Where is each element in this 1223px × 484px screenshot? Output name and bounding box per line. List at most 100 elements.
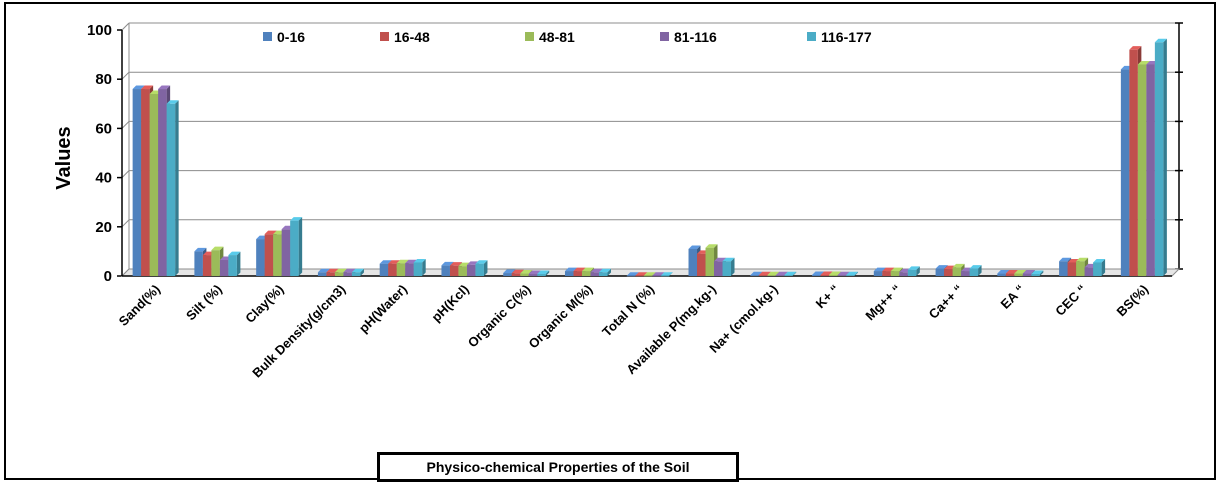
bar-front xyxy=(573,271,582,276)
bar-front xyxy=(132,89,142,276)
bar-front xyxy=(652,275,661,277)
bar-side xyxy=(298,217,303,276)
bar-top xyxy=(829,271,842,276)
bar-top xyxy=(396,259,409,264)
bar-front xyxy=(952,267,962,276)
chart-frame xyxy=(4,2,1216,480)
bar-front xyxy=(511,273,521,276)
bar-top xyxy=(907,266,920,270)
bar-top xyxy=(688,245,701,249)
bar-front xyxy=(812,275,821,276)
bar-front xyxy=(281,229,291,276)
bar-front xyxy=(935,268,945,276)
bar-top xyxy=(413,258,426,263)
bar-front xyxy=(1022,273,1032,276)
x-tick-label: Clay(%) xyxy=(242,282,286,326)
legend-item: 16-48 xyxy=(380,29,430,45)
bar-top xyxy=(166,100,179,104)
bar-top xyxy=(1154,38,1167,43)
bar-front xyxy=(775,275,785,276)
bar-front xyxy=(388,263,397,276)
legend-label: 81-116 xyxy=(674,29,717,45)
bar-top xyxy=(132,85,145,90)
bar-front xyxy=(1076,261,1085,276)
bar-top xyxy=(564,267,577,272)
bar-top xyxy=(652,272,665,276)
bar-front xyxy=(1067,262,1077,276)
bar-side xyxy=(360,268,364,276)
y-tick-label: 100 xyxy=(87,22,112,39)
bar-front xyxy=(688,248,698,276)
bar-front xyxy=(961,271,970,276)
bar xyxy=(1031,270,1044,276)
bar-front xyxy=(626,275,636,277)
bar-top xyxy=(626,272,639,276)
bar-front xyxy=(141,89,150,276)
bar-top xyxy=(1129,46,1142,50)
x-tick-labels: Sand(%) Silt (%) Clay(%)Bulk Density(g/cm3… xyxy=(116,282,1152,381)
bar-front xyxy=(528,274,538,276)
bar-front xyxy=(598,272,608,276)
bar xyxy=(1093,258,1106,276)
bar-top xyxy=(714,257,727,262)
bar-top xyxy=(1076,257,1089,262)
bar-front xyxy=(890,271,900,276)
bar-top xyxy=(351,268,364,273)
bar-side xyxy=(731,257,735,276)
bar-top xyxy=(882,267,895,272)
bar-front xyxy=(882,271,891,276)
bar-front xyxy=(158,89,167,276)
legend-item: 0-16 xyxy=(263,29,305,45)
bar-side xyxy=(792,271,797,276)
bar xyxy=(660,272,673,277)
bar-front xyxy=(537,274,546,276)
bar-front xyxy=(194,251,203,276)
bar-top xyxy=(1059,257,1072,262)
bar-top xyxy=(820,271,833,276)
bar-top xyxy=(598,268,611,273)
bar-top xyxy=(1005,270,1018,274)
gridline-diag xyxy=(121,22,130,31)
bar-front xyxy=(351,272,361,276)
bar-front xyxy=(202,255,212,276)
bar-front xyxy=(405,263,414,276)
bar-top xyxy=(1137,60,1150,65)
bar-top xyxy=(228,251,241,256)
x-tick-label: Mg++ “ xyxy=(862,282,904,324)
bar-front xyxy=(1005,273,1015,276)
bar-top xyxy=(812,271,825,276)
bar-top xyxy=(194,247,207,252)
bar-front xyxy=(758,275,768,276)
bar-top xyxy=(503,269,516,274)
x-tick-label: Organic M(%) xyxy=(525,282,595,352)
bar-top xyxy=(141,85,154,90)
bar xyxy=(1154,38,1167,276)
bar-top xyxy=(158,85,171,90)
gridline-diag xyxy=(121,121,130,129)
bar-top xyxy=(1014,270,1027,274)
bar-top xyxy=(449,262,462,266)
bar-top xyxy=(846,271,859,276)
bar-top xyxy=(1022,270,1035,274)
bar-top xyxy=(997,270,1010,274)
bar-front xyxy=(714,261,723,276)
y-tick-label: 40 xyxy=(95,170,112,187)
bar-front xyxy=(1031,274,1040,276)
bar xyxy=(537,270,550,276)
bar-front xyxy=(784,275,793,276)
bar-front xyxy=(1093,262,1102,276)
bar-front xyxy=(413,262,423,276)
bar-top xyxy=(935,265,948,269)
bar-top xyxy=(952,263,965,268)
bar-front xyxy=(211,250,220,276)
legend-swatch xyxy=(807,32,816,41)
x-tick-label: pH(Kcl) xyxy=(429,282,472,325)
legend: 0-16 16-48 48-81 81-116 116-177 xyxy=(263,29,872,45)
bar-front xyxy=(520,273,529,276)
bar xyxy=(413,258,426,276)
legend-label: 0-16 xyxy=(277,29,305,45)
bar-front xyxy=(396,263,406,276)
bar-front xyxy=(837,275,847,276)
bar-top xyxy=(334,268,347,273)
bar xyxy=(166,100,179,276)
